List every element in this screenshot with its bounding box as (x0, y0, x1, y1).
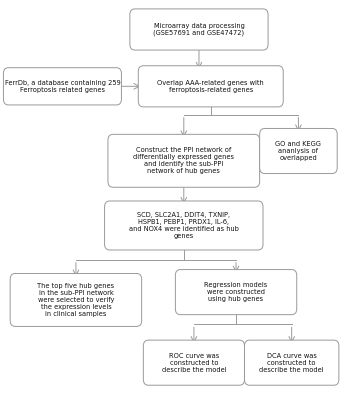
FancyBboxPatch shape (138, 66, 283, 107)
FancyBboxPatch shape (143, 340, 245, 385)
Text: GO and KEGG
ananlysis of
overlapped: GO and KEGG ananlysis of overlapped (276, 141, 321, 161)
FancyBboxPatch shape (130, 9, 268, 50)
FancyBboxPatch shape (105, 201, 263, 250)
FancyBboxPatch shape (108, 134, 260, 187)
FancyBboxPatch shape (3, 68, 121, 105)
Text: DCA curve was
constructed to
describe the model: DCA curve was constructed to describe th… (259, 353, 324, 373)
Text: The top five hub genes
in the sub-PPI network
were selected to verify
the expres: The top five hub genes in the sub-PPI ne… (37, 283, 115, 317)
Text: Overlap AAA-related genes with
ferroptosis-related genes: Overlap AAA-related genes with ferroptos… (158, 80, 264, 93)
FancyBboxPatch shape (10, 274, 142, 326)
Text: ROC curve was
constructed to
describe the model: ROC curve was constructed to describe th… (162, 353, 226, 373)
Text: SCD, SLC2A1, DDIT4, TXNIP,
HSPB1, PEBP1, PRDX1, IL-6,
and NOX4 were identified a: SCD, SLC2A1, DDIT4, TXNIP, HSPB1, PEBP1,… (129, 212, 239, 239)
FancyBboxPatch shape (175, 270, 297, 315)
Text: Microarray data processing
(GSE57691 and GSE47472): Microarray data processing (GSE57691 and… (153, 23, 245, 36)
Text: Construct the PPI network of
differentially expressed genes
and identify the sub: Construct the PPI network of differentia… (133, 147, 234, 174)
Text: Regression models
were constructed
using hub genes: Regression models were constructed using… (204, 282, 268, 302)
FancyBboxPatch shape (245, 340, 339, 385)
FancyBboxPatch shape (260, 128, 337, 174)
Text: FerrDb, a database containing 259
Ferroptosis related genes: FerrDb, a database containing 259 Ferrop… (4, 80, 120, 93)
